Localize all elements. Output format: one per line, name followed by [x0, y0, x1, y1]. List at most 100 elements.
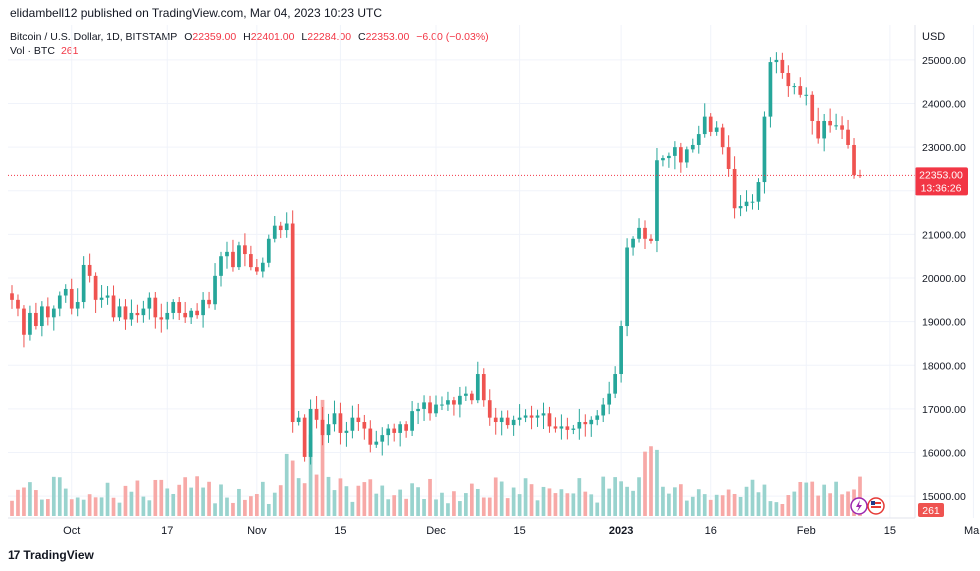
volume-bar [302, 483, 307, 516]
candle-body [708, 116, 713, 132]
volume-bar [780, 503, 785, 516]
candle-body [40, 306, 44, 327]
volume-bar [326, 476, 331, 516]
volume-bar [565, 493, 570, 516]
candle-body [213, 275, 217, 305]
close-value: C22353.00 [357, 31, 410, 43]
volume-bar [93, 497, 98, 516]
candle-body [338, 413, 343, 433]
volume-bar [356, 485, 361, 516]
candle-body [22, 308, 26, 335]
volume-bar [661, 486, 665, 516]
candle-body [183, 312, 188, 318]
candle-body [28, 312, 32, 335]
volume-bar [655, 449, 659, 516]
candle-body [260, 262, 265, 272]
candle-body [756, 182, 761, 202]
candle-body [105, 295, 110, 298]
candle-body [302, 417, 307, 457]
volume-bar [744, 486, 749, 516]
candle-body [631, 238, 635, 248]
volume-bar [266, 503, 271, 516]
volume-bar [595, 502, 600, 516]
volume-label[interactable]: Vol · BTC [10, 45, 55, 57]
volume-bar [547, 488, 552, 516]
volume-bar [702, 494, 707, 516]
volume-bar [786, 495, 791, 516]
volume-bar [607, 488, 612, 516]
volume-bar [768, 501, 773, 516]
volume-bar [183, 477, 188, 516]
volume-bar [738, 496, 743, 516]
volume-bar [237, 488, 241, 516]
volume-bar [362, 482, 367, 516]
volume-bar [577, 478, 582, 516]
candle-body [386, 428, 391, 436]
high-value: H22401.00 [243, 31, 295, 43]
candle-body [852, 144, 856, 176]
candle-body [99, 297, 104, 300]
volume-bar [392, 495, 397, 516]
candle-body [225, 251, 229, 257]
volume-bar [732, 493, 737, 516]
candle-body [201, 299, 205, 316]
volume-bar [165, 488, 170, 516]
volume-bar [69, 499, 74, 516]
volume-bar [499, 481, 504, 516]
y-tick-label: 19000.00 [922, 317, 966, 329]
x-tick-label: 15 [513, 525, 525, 537]
volume-bar [601, 476, 606, 516]
candle-body [744, 201, 749, 207]
volume-bar [260, 481, 265, 516]
volume-bar [153, 479, 158, 516]
volume-bar [201, 487, 205, 516]
candle-body [34, 312, 38, 327]
volume-bar [696, 489, 701, 516]
candle-body [284, 223, 289, 231]
candle-body [816, 120, 821, 139]
volume-bar [446, 503, 450, 516]
volume-bar [99, 497, 104, 516]
x-tick-label: 16 [705, 525, 717, 537]
candle-body [392, 428, 397, 433]
volume-bar [386, 499, 391, 516]
brand-footer[interactable]: 17 TradingView [8, 548, 94, 562]
candle-body [249, 254, 253, 268]
volume-bar [529, 484, 534, 516]
volume-bar [16, 489, 20, 516]
volume-badge [918, 503, 944, 517]
volume-bar [613, 477, 618, 516]
volume-bar [404, 498, 408, 516]
candle-body [565, 426, 570, 430]
candle-body [63, 288, 68, 296]
candle-body [547, 413, 552, 427]
candle-body [792, 86, 797, 88]
volume-bar [51, 476, 56, 516]
candle-body [422, 402, 426, 409]
flag-stripe-icon [871, 506, 881, 508]
volume-bar [511, 487, 516, 516]
candle-body [619, 326, 623, 375]
candle-body [523, 415, 528, 418]
volume-bar [195, 476, 199, 516]
volume-bar [762, 484, 767, 516]
candle-body [780, 59, 785, 73]
y-tick-label: 21000.00 [922, 229, 966, 241]
symbol-name[interactable]: Bitcoin / U.S. Dollar, 1D, BITSTAMP [10, 31, 178, 43]
currency-label[interactable]: USD [922, 31, 946, 43]
candle-body [810, 94, 815, 121]
candle-body [678, 147, 683, 163]
candle-body [81, 264, 86, 303]
volume-bar [243, 499, 247, 516]
candle-body [129, 312, 134, 320]
candle-body [637, 227, 641, 239]
candle-body [368, 428, 373, 445]
candle-body [661, 158, 665, 161]
candle-body [738, 206, 743, 209]
x-tick-label: Mar [964, 525, 980, 537]
candle-body [684, 149, 689, 163]
volume-bar [464, 493, 468, 516]
volume-bar [637, 477, 641, 516]
candle-body [517, 417, 522, 420]
